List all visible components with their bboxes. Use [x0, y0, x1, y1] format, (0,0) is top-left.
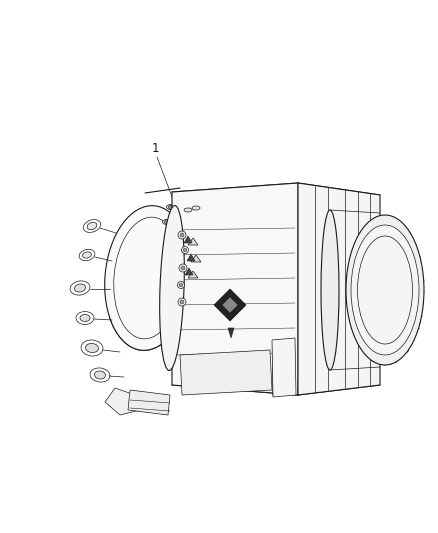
Polygon shape	[188, 271, 198, 278]
Ellipse shape	[105, 206, 191, 350]
Ellipse shape	[321, 210, 339, 370]
Circle shape	[165, 220, 170, 224]
Circle shape	[180, 300, 184, 304]
Circle shape	[178, 298, 186, 306]
Polygon shape	[214, 289, 246, 321]
Ellipse shape	[95, 371, 106, 379]
Polygon shape	[191, 255, 201, 262]
Circle shape	[181, 246, 188, 254]
Ellipse shape	[160, 206, 184, 370]
Ellipse shape	[351, 225, 419, 355]
Ellipse shape	[346, 215, 424, 365]
Circle shape	[177, 281, 184, 288]
Ellipse shape	[192, 206, 200, 210]
Circle shape	[179, 283, 183, 287]
Ellipse shape	[166, 205, 176, 209]
Ellipse shape	[184, 208, 192, 212]
Ellipse shape	[74, 284, 85, 292]
Text: 1: 1	[151, 141, 159, 155]
Circle shape	[178, 231, 186, 239]
Circle shape	[181, 266, 185, 270]
Polygon shape	[187, 254, 195, 261]
Polygon shape	[188, 238, 198, 245]
Circle shape	[169, 205, 173, 209]
Circle shape	[179, 264, 187, 272]
Polygon shape	[222, 297, 238, 313]
Ellipse shape	[87, 222, 97, 230]
Polygon shape	[272, 338, 296, 397]
Circle shape	[177, 205, 183, 209]
Polygon shape	[185, 268, 193, 275]
Circle shape	[180, 233, 184, 237]
Circle shape	[183, 248, 187, 252]
Ellipse shape	[162, 220, 172, 224]
Polygon shape	[172, 183, 298, 395]
Polygon shape	[228, 328, 234, 338]
Polygon shape	[298, 183, 380, 395]
Polygon shape	[105, 388, 140, 415]
Ellipse shape	[83, 252, 92, 258]
Ellipse shape	[176, 205, 184, 209]
Ellipse shape	[85, 343, 99, 352]
Ellipse shape	[80, 314, 90, 321]
Polygon shape	[128, 390, 170, 415]
Polygon shape	[184, 236, 192, 243]
Polygon shape	[180, 350, 272, 395]
